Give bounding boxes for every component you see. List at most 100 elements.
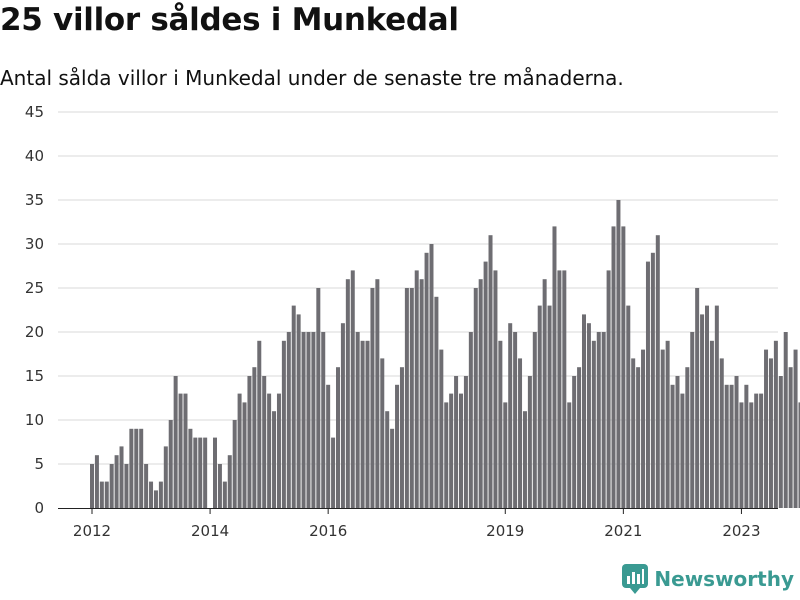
bar (527, 376, 532, 508)
bar (336, 367, 340, 508)
bar (655, 235, 660, 508)
bar (685, 367, 690, 508)
bar (429, 244, 434, 508)
bar (778, 376, 783, 508)
bar (798, 402, 800, 508)
bar (149, 481, 154, 508)
bar (198, 437, 203, 508)
bar (291, 305, 296, 508)
newsworthy-logo-text: Newsworthy (654, 567, 794, 591)
bar (193, 437, 198, 508)
bar (252, 367, 257, 508)
bar (414, 270, 419, 508)
bar (675, 376, 680, 508)
bar (631, 358, 636, 508)
bar (281, 340, 286, 508)
bar (331, 437, 336, 508)
bar (296, 314, 301, 508)
bar (257, 340, 262, 508)
y-tick-label: 25 (25, 279, 44, 297)
bar (355, 332, 360, 508)
x-tick-label: 2019 (486, 522, 524, 540)
bar (537, 305, 542, 508)
bar (729, 384, 734, 508)
bar (227, 455, 232, 508)
bar (488, 235, 493, 508)
bar (493, 270, 498, 508)
bar (522, 411, 527, 508)
y-tick-label: 30 (25, 235, 44, 253)
y-tick-label: 40 (25, 147, 44, 165)
bar (419, 279, 424, 508)
bar (272, 411, 277, 508)
chart-subtitle: Antal sålda villor i Munkedal under de s… (0, 66, 624, 90)
bar (350, 270, 355, 508)
bar (714, 305, 719, 508)
bar (217, 464, 222, 508)
bar (129, 428, 134, 508)
bar (468, 332, 473, 508)
y-tick-label: 35 (25, 191, 44, 209)
bar (601, 332, 606, 508)
bar (404, 288, 409, 508)
bar (173, 376, 178, 508)
bar (390, 428, 395, 508)
bar (188, 428, 193, 508)
x-tick-label: 2016 (309, 522, 347, 540)
bar (547, 305, 552, 508)
bar (754, 393, 759, 508)
bar (542, 279, 547, 508)
bar (365, 340, 370, 508)
bar (582, 314, 586, 508)
bar (385, 411, 390, 508)
bar (513, 332, 518, 508)
bar (444, 402, 449, 508)
bar (783, 332, 788, 508)
bar (247, 376, 252, 508)
bar (532, 332, 537, 508)
bar (316, 288, 321, 508)
bar (591, 340, 596, 508)
newsworthy-logo-icon (622, 564, 649, 594)
bar (695, 288, 700, 508)
bar (124, 464, 129, 508)
bar (764, 349, 769, 508)
chart-title: 25 villor såldes i Munkedal (0, 2, 459, 38)
bars: 25 (90, 200, 800, 508)
bar (641, 349, 646, 508)
bar (503, 402, 508, 508)
bar (572, 376, 577, 508)
bar (395, 384, 400, 508)
bar (321, 332, 326, 508)
x-tick-label: 2014 (191, 522, 229, 540)
y-tick-label: 5 (34, 455, 44, 473)
bar (262, 376, 267, 508)
bar (498, 340, 503, 508)
bar (621, 226, 626, 508)
bar (94, 455, 99, 508)
y-tick-label: 10 (25, 411, 44, 429)
newsworthy-logo: Newsworthy (622, 564, 794, 594)
bar (793, 349, 798, 508)
bar (326, 384, 331, 508)
bar (109, 464, 114, 508)
bar (380, 358, 385, 508)
bar (153, 490, 158, 508)
bar (557, 270, 562, 508)
bar (606, 270, 611, 508)
bar (650, 252, 655, 508)
bar (306, 332, 311, 508)
bar (119, 446, 124, 508)
bar (788, 367, 793, 508)
bar (311, 332, 316, 508)
bar (178, 393, 183, 508)
bar (567, 402, 572, 508)
bar (144, 464, 149, 508)
bar (749, 402, 754, 508)
bar (232, 420, 237, 508)
bar (203, 437, 208, 508)
bar (222, 481, 227, 508)
bar (114, 455, 119, 508)
bar (518, 358, 523, 508)
bar (104, 481, 109, 508)
